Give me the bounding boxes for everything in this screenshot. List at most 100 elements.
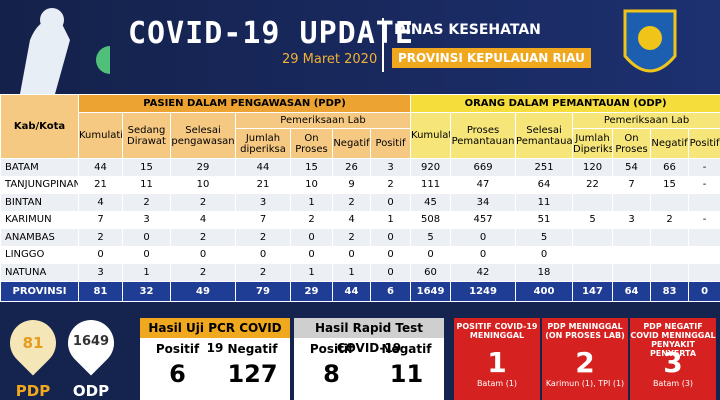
- rapid-title: Hasil Rapid Test COVID-19: [294, 318, 444, 355]
- region: ANAMBAS: [0, 228, 79, 247]
- cell: 1: [122, 263, 171, 282]
- cell: 2: [170, 193, 236, 212]
- data-row: TANJUNGPINANG211110211092111476422715-: [0, 175, 720, 194]
- title: COVID-19 UPDATE: [128, 16, 414, 51]
- cell: 21: [78, 175, 123, 194]
- header-row: Jumlah diperiksa On Proses Negatif Positif J…: [1, 128, 720, 159]
- region: BINTAN: [0, 193, 79, 212]
- column-header: Positif: [688, 128, 720, 159]
- region: TANJUNGPINANG: [0, 175, 79, 194]
- column-header: Jumlah Diperiksa: [572, 128, 614, 159]
- region: NATUNA: [0, 263, 79, 282]
- cell: 10: [290, 175, 333, 194]
- rapid-positive-label: Positif: [309, 342, 354, 356]
- cell: 2: [369, 175, 412, 194]
- region: KARIMUN: [0, 210, 79, 229]
- cell: 45: [410, 193, 452, 212]
- cell: -: [688, 210, 720, 229]
- cell: 0: [369, 263, 412, 282]
- odp-header: ORANG DALAM PEMANTAUAN (ODP): [410, 94, 720, 113]
- cell: 3: [612, 210, 652, 229]
- province: PROVINSI KEPULAUAN RIAU: [392, 48, 591, 68]
- cell: 10: [170, 175, 236, 194]
- cell: 0: [290, 228, 333, 247]
- cell: 64: [515, 175, 574, 194]
- cell: 0: [332, 245, 371, 264]
- total-cell: 32: [122, 280, 171, 302]
- pcr-negative-label: Negatif: [227, 342, 278, 356]
- cell: 457: [450, 210, 517, 229]
- pcr-box: Hasil Uji PCR COVID 19 Positif 6 Negatif 1…: [140, 318, 290, 400]
- agency: DINAS KESEHATAN: [394, 22, 541, 38]
- cell: 44: [78, 158, 123, 177]
- odp-label: ODP: [72, 382, 110, 400]
- death-detail: Batam (1): [476, 379, 518, 388]
- cell: 1: [290, 263, 333, 282]
- column-header: Kumulatif: [78, 112, 123, 159]
- cell: 47: [450, 175, 517, 194]
- death-value: 3: [663, 346, 683, 379]
- cell: 5: [410, 228, 452, 247]
- region: LINGGO: [0, 245, 79, 264]
- date: 29 Maret 2020: [282, 52, 378, 67]
- cell: 2: [290, 210, 333, 229]
- total-cell: 64: [612, 280, 652, 302]
- cell: 1: [332, 263, 371, 282]
- cell: [650, 193, 690, 212]
- cell: 54: [612, 158, 652, 177]
- lab-header: Pemeriksaan Lab: [572, 112, 720, 129]
- data-row: BINTAN 4 2 2 3 1 2 0 45 34 11: [0, 193, 720, 212]
- cell: [688, 228, 720, 247]
- column-header: Positif: [369, 128, 412, 159]
- cell: 0: [515, 245, 574, 264]
- cell: [572, 193, 614, 212]
- separator: [382, 18, 384, 72]
- cell: 9: [332, 175, 371, 194]
- cell: 15: [650, 175, 690, 194]
- pdp-value: 81: [22, 334, 44, 352]
- cell: 920: [410, 158, 452, 177]
- column-header: Selesai Pemantauan: [515, 112, 574, 159]
- cell: 2: [235, 228, 291, 247]
- rapid-box: Hasil Rapid Test COVID-19 Positif 8 Negat…: [294, 318, 444, 400]
- death-box: PDP NEGATIF COVID MENINGGAL PENYAKIT PEN…: [630, 318, 716, 400]
- column-header: Selesai pengawasan: [170, 112, 236, 159]
- data-row: LINGGO 0 0 0 0 0 0 0 0 0 0: [0, 245, 720, 264]
- cell: -: [688, 158, 720, 177]
- column-header: Sedang Dirawat: [122, 112, 171, 159]
- cell: 42: [450, 263, 517, 282]
- cell: 3: [122, 210, 171, 229]
- total-cell: 79: [235, 280, 291, 302]
- cell: [650, 245, 690, 264]
- death-detail: Karimun (1), TPI (1): [545, 379, 625, 388]
- cell: 11: [515, 193, 574, 212]
- total-cell: 147: [572, 280, 614, 302]
- cell: 0: [450, 228, 517, 247]
- header-row: Kab/Kota PASIEN DALAM PENGAWASAN (PDP) ORA…: [0, 94, 720, 159]
- cell: 60: [410, 263, 452, 282]
- cell: [650, 228, 690, 247]
- column-header: On Proses: [290, 128, 333, 159]
- column-header: On Proses: [612, 128, 652, 159]
- cell: 15: [122, 158, 171, 177]
- column-header: Jumlah diperiksa: [235, 128, 291, 159]
- summary: 81 PDP 1649 ODP Hasil Uji PCR COVID 19 P…: [0, 310, 720, 400]
- cell: 21: [235, 175, 291, 194]
- death-title: PDP MENINGGAL (ON PROSES LAB): [545, 322, 625, 340]
- cell: 2: [332, 228, 371, 247]
- lab-header: Pemeriksaan Lab: [234, 112, 412, 129]
- cell: 1: [290, 193, 333, 212]
- death-value: 2: [575, 346, 595, 379]
- cell: 51: [515, 210, 574, 229]
- total-cell: 49: [170, 280, 236, 302]
- cell: [612, 228, 652, 247]
- pcr-title: Hasil Uji PCR COVID 19: [140, 318, 290, 355]
- death-value: 1: [487, 346, 507, 379]
- cell: 3: [235, 193, 291, 212]
- death-box: PDP MENINGGAL (ON PROSES LAB) 2 Karimun (1…: [542, 318, 628, 400]
- cell: 2: [170, 263, 236, 282]
- cell: 120: [572, 158, 614, 177]
- total-cell: 6: [369, 280, 412, 302]
- cell: 34: [450, 193, 517, 212]
